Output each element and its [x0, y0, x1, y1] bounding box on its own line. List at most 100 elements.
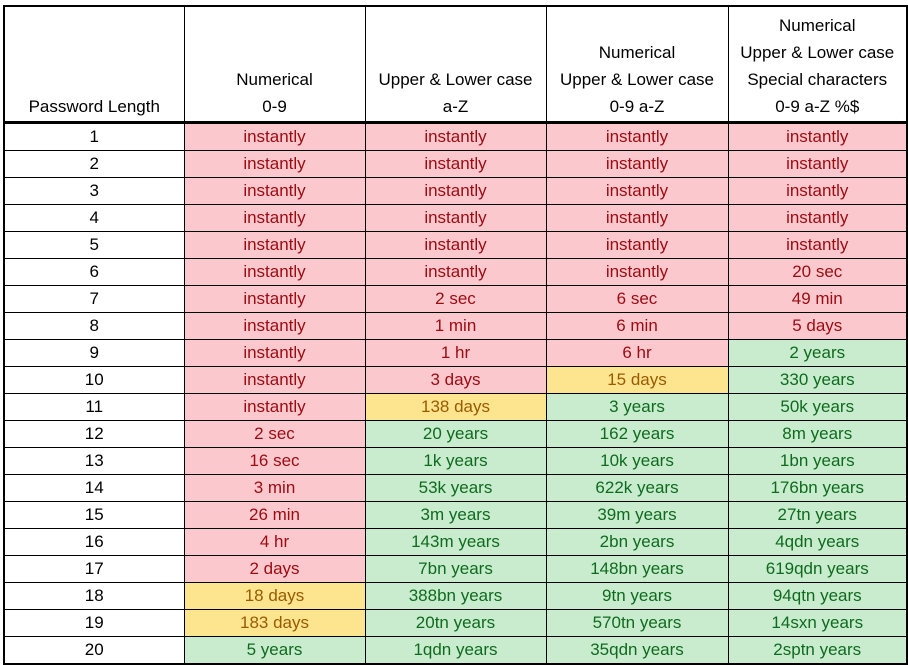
header-upper-lower: Upper & Lower case a-Z: [364, 5, 547, 124]
header-line: Numerical: [598, 43, 676, 62]
crack-time-cell-all-characters: 14sxn years: [727, 609, 908, 637]
table-row: 7 instantly 2 sec 6 sec 49 min: [3, 285, 908, 313]
crack-time-cell-upper-lower: 7bn years: [364, 555, 547, 583]
header-line: a-Z: [442, 97, 469, 116]
crack-time-cell-numerical-upper-lower: instantly: [545, 258, 729, 286]
crack-time-cell-all-characters: 5 days: [727, 312, 908, 340]
crack-time-cell-numerical: instantly: [183, 177, 366, 205]
password-length-cell: 1: [3, 122, 185, 151]
crack-time-cell-numerical: 18 days: [183, 582, 366, 610]
header-numerical-upper-lower: Numerical Upper & Lower case 0-9 a-Z: [545, 5, 729, 124]
crack-time-cell-numerical-upper-lower: instantly: [545, 150, 729, 178]
crack-time-cell-numerical: instantly: [183, 204, 366, 232]
crack-time-cell-numerical-upper-lower: 3 years: [545, 393, 729, 421]
crack-time-cell-numerical: 2 days: [183, 555, 366, 583]
crack-time-cell-all-characters: 4qdn years: [727, 528, 908, 556]
crack-time-cell-upper-lower: 138 days: [364, 393, 547, 421]
table-row: 10 instantly 3 days 15 days 330 years: [3, 366, 908, 394]
crack-time-cell-numerical-upper-lower: 622k years: [545, 474, 729, 502]
table-row: 9 instantly 1 hr 6 hr 2 years: [3, 339, 908, 367]
password-length-cell: 16: [3, 528, 185, 556]
password-length-cell: 4: [3, 204, 185, 232]
header-line: 0-9 a-Z %$: [775, 97, 860, 116]
crack-time-cell-upper-lower: instantly: [364, 122, 547, 151]
crack-time-cell-numerical-upper-lower: instantly: [545, 231, 729, 259]
crack-time-cell-all-characters: instantly: [727, 150, 908, 178]
password-length-cell: 7: [3, 285, 185, 313]
password-length-cell: 3: [3, 177, 185, 205]
crack-time-cell-upper-lower: 2 sec: [364, 285, 547, 313]
header-line: Upper & Lower case: [378, 70, 533, 89]
table-row: 8 instantly 1 min 6 min 5 days: [3, 312, 908, 340]
crack-time-cell-numerical-upper-lower: instantly: [545, 204, 729, 232]
crack-time-cell-numerical-upper-lower: instantly: [545, 122, 729, 151]
crack-time-cell-numerical-upper-lower: 6 min: [545, 312, 729, 340]
crack-time-cell-numerical-upper-lower: 570tn years: [545, 609, 729, 637]
crack-time-cell-numerical: 16 sec: [183, 447, 366, 475]
crack-time-cell-all-characters: 2 years: [727, 339, 908, 367]
crack-time-cell-all-characters: instantly: [727, 122, 908, 151]
crack-time-cell-numerical: 3 min: [183, 474, 366, 502]
crack-time-cell-numerical-upper-lower: 6 sec: [545, 285, 729, 313]
header-line: 0-9 a-Z: [609, 97, 665, 116]
table-row: 6 instantly instantly instantly 20 sec: [3, 258, 908, 286]
crack-time-cell-all-characters: 8m years: [727, 420, 908, 448]
crack-time-cell-numerical-upper-lower: 148bn years: [545, 555, 729, 583]
table-row: 14 3 min 53k years 622k years 176bn years: [3, 474, 908, 502]
password-length-cell: 10: [3, 366, 185, 394]
password-length-cell: 17: [3, 555, 185, 583]
crack-time-cell-all-characters: 2sptn years: [727, 636, 908, 665]
table-row: 17 2 days 7bn years 148bn years 619qdn years: [3, 555, 908, 583]
password-length-cell: 2: [3, 150, 185, 178]
crack-time-cell-numerical: 5 years: [183, 636, 366, 665]
crack-time-cell-all-characters: 49 min: [727, 285, 908, 313]
crack-time-cell-all-characters: 27tn years: [727, 501, 908, 529]
header-line: Numerical: [236, 70, 313, 89]
crack-time-cell-upper-lower: instantly: [364, 231, 547, 259]
password-length-cell: 12: [3, 420, 185, 448]
table-row: 18 18 days 388bn years 9tn years 94qtn years: [3, 582, 908, 610]
password-length-cell: 8: [3, 312, 185, 340]
header-numerical: Numerical 0-9: [183, 5, 366, 124]
table-row: 20 5 years 1qdn years 35qdn years 2sptn year…: [3, 636, 908, 665]
crack-time-cell-all-characters: instantly: [727, 231, 908, 259]
crack-time-cell-numerical-upper-lower: 15 days: [545, 366, 729, 394]
table-row: 2 instantly instantly instantly instantly: [3, 150, 908, 178]
crack-time-cell-numerical-upper-lower: 2bn years: [545, 528, 729, 556]
crack-time-cell-numerical: 4 hr: [183, 528, 366, 556]
crack-time-cell-upper-lower: 1qdn years: [364, 636, 547, 665]
crack-time-cell-all-characters: 94qtn years: [727, 582, 908, 610]
crack-time-cell-upper-lower: 53k years: [364, 474, 547, 502]
crack-time-cell-numerical-upper-lower: 35qdn years: [545, 636, 729, 665]
crack-time-cell-upper-lower: 388bn years: [364, 582, 547, 610]
table-row: 5 instantly instantly instantly instantly: [3, 231, 908, 259]
crack-time-cell-numerical: instantly: [183, 231, 366, 259]
header-line: Special characters: [747, 70, 888, 89]
crack-time-cell-numerical: instantly: [183, 285, 366, 313]
crack-time-cell-numerical: instantly: [183, 122, 366, 151]
header-row: Password Length Numerical 0-9 Upper & Lo…: [3, 5, 908, 124]
password-length-cell: 18: [3, 582, 185, 610]
table-row: 12 2 sec 20 years 162 years 8m years: [3, 420, 908, 448]
crack-time-cell-upper-lower: 143m years: [364, 528, 547, 556]
crack-time-cell-upper-lower: 20tn years: [364, 609, 547, 637]
password-length-cell: 11: [3, 393, 185, 421]
table-row: 15 26 min 3m years 39m years 27tn years: [3, 501, 908, 529]
header-line: Upper & Lower case: [740, 43, 895, 62]
header-all-characters: Numerical Upper & Lower case Special cha…: [727, 5, 908, 124]
crack-time-cell-all-characters: 330 years: [727, 366, 908, 394]
header-line: Numerical: [778, 16, 856, 35]
password-length-cell: 9: [3, 339, 185, 367]
crack-time-cell-numerical-upper-lower: 39m years: [545, 501, 729, 529]
crack-time-cell-numerical: instantly: [183, 366, 366, 394]
header-line: Password Length: [28, 97, 160, 116]
crack-time-cell-upper-lower: 3 days: [364, 366, 547, 394]
crack-time-cell-numerical-upper-lower: 162 years: [545, 420, 729, 448]
table-body: 1 instantly instantly instantly instantly 2 in…: [3, 122, 908, 665]
crack-time-cell-numerical-upper-lower: 6 hr: [545, 339, 729, 367]
crack-time-cell-all-characters: 1bn years: [727, 447, 908, 475]
password-length-cell: 20: [3, 636, 185, 665]
crack-time-cell-all-characters: 619qdn years: [727, 555, 908, 583]
password-length-cell: 13: [3, 447, 185, 475]
crack-time-cell-all-characters: 50k years: [727, 393, 908, 421]
